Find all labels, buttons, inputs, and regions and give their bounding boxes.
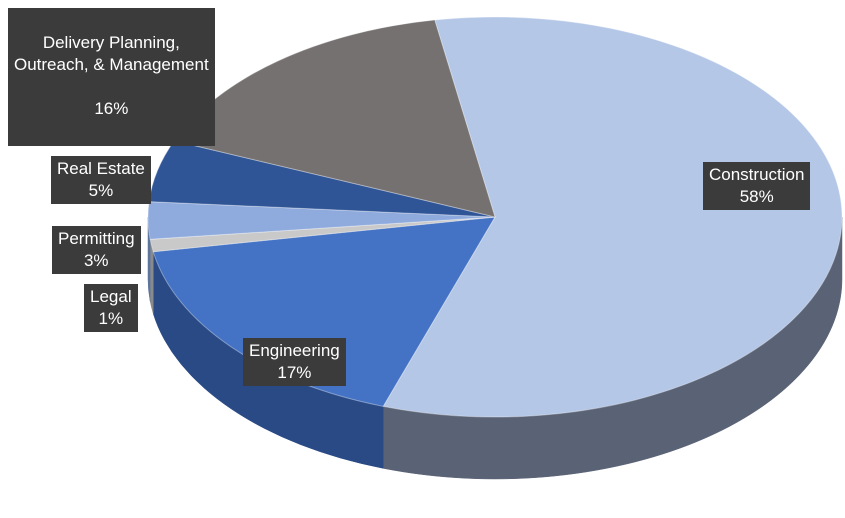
- slice-construction: [382, 16, 843, 418]
- label-permitting: Permitting 3%: [52, 226, 141, 274]
- label-real-estate-pct: 5%: [88, 181, 114, 200]
- label-construction-name: Construction: [709, 165, 805, 184]
- label-real-estate-name: Real Estate: [57, 159, 145, 178]
- slice-legal: [149, 216, 496, 253]
- label-delivery-planning-pct: 16%: [94, 99, 129, 118]
- label-delivery-planning: Delivery Planning, Outreach, & Managemen…: [8, 8, 215, 146]
- label-engineering-pct: 17%: [277, 363, 312, 382]
- label-delivery-planning-name: Delivery Planning, Outreach, & Managemen…: [14, 33, 209, 74]
- label-construction-pct: 58%: [739, 187, 774, 206]
- label-engineering: Engineering 17%: [243, 338, 346, 386]
- pie-tops: [147, 16, 843, 418]
- label-real-estate: Real Estate 5%: [51, 156, 151, 204]
- slice-engineering: [152, 216, 496, 407]
- label-construction: Construction 58%: [703, 162, 811, 210]
- label-legal-name: Legal: [90, 287, 132, 306]
- label-permitting-name: Permitting: [58, 229, 135, 248]
- label-engineering-name: Engineering: [249, 341, 340, 360]
- label-permitting-pct: 3%: [83, 251, 109, 270]
- label-legal: Legal 1%: [84, 284, 138, 332]
- label-legal-pct: 1%: [98, 309, 124, 328]
